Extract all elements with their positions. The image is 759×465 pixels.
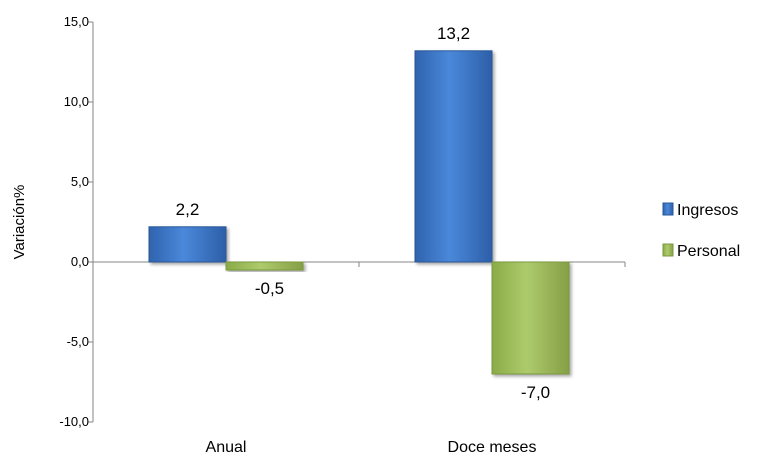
bar-ingresos-doce-meses xyxy=(414,50,493,263)
bar-ingresos-anual xyxy=(148,226,227,263)
bar-personal-anual xyxy=(225,261,304,271)
legend-label-personal: Personal xyxy=(677,243,740,260)
y-axis-title: Variación% xyxy=(11,185,28,260)
y-tick-label: -10,0 xyxy=(59,414,89,429)
bar-personal-doce-meses xyxy=(491,261,570,375)
bars xyxy=(148,50,570,375)
data-label: 2,2 xyxy=(176,200,200,219)
axes: 15,0 10,0 5,0 0,0 -5,0 -10,0 xyxy=(59,14,626,429)
y-tick-label: 10,0 xyxy=(64,94,89,109)
labels: Anual Doce meses Variación% 2,2 -0,5 13,2 -7,0 xyxy=(11,24,550,456)
data-label: -7,0 xyxy=(521,383,550,402)
x-category-label: Anual xyxy=(206,439,247,456)
legend: Ingresos Personal xyxy=(662,202,740,260)
legend-swatch-personal xyxy=(662,243,674,257)
data-label: -0,5 xyxy=(255,279,284,298)
data-label: 13,2 xyxy=(437,24,470,43)
y-tick-label: 5,0 xyxy=(71,174,89,189)
y-tick-label: -5,0 xyxy=(67,334,89,349)
legend-label-ingresos: Ingresos xyxy=(677,202,738,219)
y-tick-label: 0,0 xyxy=(71,254,89,269)
x-category-label: Doce meses xyxy=(448,439,537,456)
legend-swatch-ingresos xyxy=(662,202,674,216)
y-tick-label: 15,0 xyxy=(64,14,89,29)
